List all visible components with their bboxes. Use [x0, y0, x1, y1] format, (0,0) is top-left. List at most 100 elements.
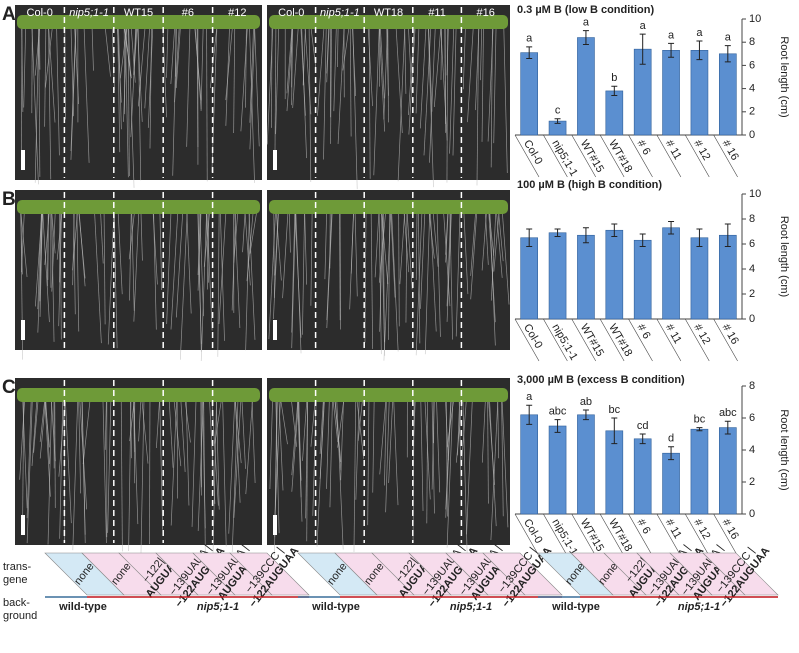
root	[352, 26, 358, 190]
root	[172, 26, 177, 176]
root	[428, 26, 433, 112]
root	[291, 399, 299, 476]
root	[44, 211, 50, 265]
error-bar	[696, 228, 703, 247]
root	[74, 26, 79, 105]
error-bar	[554, 419, 561, 433]
root	[424, 211, 431, 355]
root	[337, 26, 339, 68]
significance-letter: b	[611, 72, 617, 84]
bar	[633, 438, 652, 515]
root	[302, 26, 306, 86]
root	[476, 26, 479, 186]
error-bar	[526, 46, 533, 59]
label-separator	[514, 318, 540, 362]
row-label: back-	[3, 597, 30, 609]
y-tick-label: 6	[749, 412, 755, 424]
root	[367, 26, 373, 107]
root	[370, 211, 374, 349]
root	[432, 211, 439, 267]
plate-label: Col-0	[278, 7, 304, 19]
y-tick-label: 0	[749, 313, 755, 325]
root	[249, 211, 258, 254]
root	[282, 211, 289, 299]
error-bar	[582, 30, 589, 46]
root	[415, 211, 418, 281]
root	[197, 211, 202, 291]
x-tick-label: WT#15	[578, 322, 606, 359]
plate-label: nip5;1-1	[320, 7, 360, 19]
root	[26, 399, 33, 544]
root	[397, 26, 406, 182]
root	[118, 26, 122, 130]
root	[128, 26, 135, 188]
root	[174, 26, 180, 103]
root	[249, 26, 256, 150]
root	[339, 211, 341, 330]
root	[268, 211, 276, 340]
error-bar	[526, 228, 533, 247]
plate-label: nip5;1-1	[69, 7, 109, 19]
root	[332, 399, 339, 443]
panel-label: B	[2, 189, 16, 210]
root	[429, 26, 436, 163]
bar	[662, 227, 680, 320]
root	[297, 399, 303, 522]
root	[228, 399, 236, 534]
x-tick-label: # 6	[635, 322, 653, 341]
error-bar	[554, 228, 561, 237]
root	[140, 211, 143, 261]
plate-label: #12	[228, 7, 246, 19]
root	[210, 26, 218, 89]
root	[445, 211, 449, 263]
label-separator	[571, 134, 597, 178]
root	[233, 211, 239, 263]
root	[51, 211, 56, 292]
root	[78, 399, 81, 494]
significance-letter: c	[555, 105, 561, 117]
label-separator	[599, 513, 625, 557]
root	[419, 26, 427, 129]
x-tick-label: # 11	[663, 138, 684, 162]
background-label: wild-type	[58, 601, 107, 613]
root	[446, 26, 449, 76]
background-label: nip5;1-1	[197, 601, 239, 613]
root	[70, 26, 77, 160]
root	[385, 399, 390, 513]
root	[128, 399, 132, 551]
bar	[548, 232, 567, 320]
root	[59, 399, 64, 539]
root	[185, 399, 190, 506]
root	[391, 211, 399, 352]
root	[426, 399, 429, 524]
root	[234, 211, 241, 329]
error-bar	[668, 42, 675, 58]
root	[48, 26, 56, 123]
root	[138, 26, 146, 107]
root	[254, 26, 260, 147]
x-tick-label: # 12	[691, 517, 712, 542]
root	[186, 26, 191, 147]
root	[170, 26, 176, 85]
root	[286, 26, 294, 112]
seedlings	[17, 200, 260, 214]
root	[398, 211, 400, 327]
bar	[690, 50, 709, 136]
x-tick-label: WT#18	[606, 322, 634, 359]
root	[70, 26, 74, 117]
y-tick-label: 2	[749, 106, 755, 118]
label-separator	[656, 513, 682, 557]
root	[37, 211, 43, 333]
y-tick-label: 10	[749, 13, 761, 25]
error-bar	[724, 45, 731, 63]
root	[487, 399, 489, 504]
root	[357, 399, 363, 441]
root	[326, 26, 330, 74]
row-label: ground	[3, 610, 37, 622]
root	[78, 211, 86, 287]
root	[323, 26, 327, 160]
root	[418, 211, 421, 344]
root	[241, 399, 246, 469]
root	[498, 211, 504, 262]
root	[288, 211, 291, 253]
